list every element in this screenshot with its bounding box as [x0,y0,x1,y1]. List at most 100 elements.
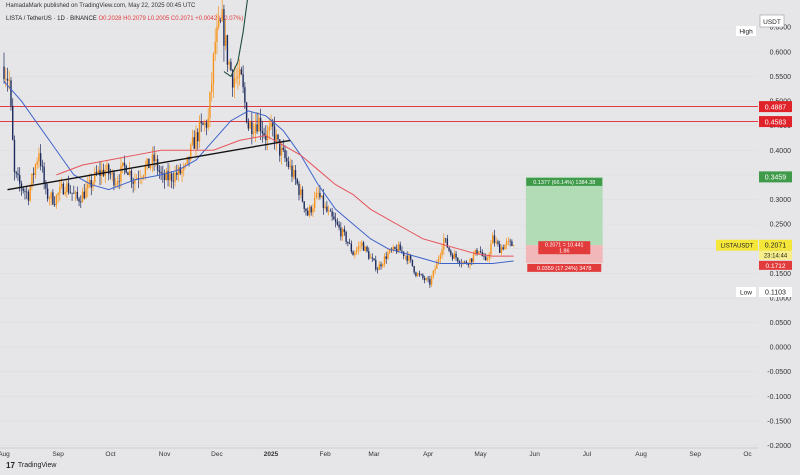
candle-body [450,250,452,255]
candle-body [355,249,358,253]
candle-body [170,173,173,181]
low-tag: Low [740,290,752,297]
y-tick-label: 0.2500 [770,222,792,229]
candle-body [160,171,162,174]
candle-body [155,159,157,162]
candle-body [224,35,227,46]
candle-body [347,241,349,244]
candle-body [231,70,234,88]
candle-body [205,122,208,128]
candle-body [266,130,269,141]
candle-body [397,244,400,253]
candle-body [319,192,321,198]
candle-body [301,189,304,202]
candle-body [312,208,314,213]
candle-body [15,172,17,174]
candle-body [396,248,398,253]
candle-body [204,122,206,125]
candle-body [340,227,342,237]
low-value-tag: 0.1103 [765,290,786,297]
candle-body [217,20,220,27]
candle-body [17,173,19,176]
candle-body [364,246,366,251]
candle-body [354,252,356,256]
candle-body [144,165,147,176]
x-tick-label: Feb [320,451,332,458]
y-axis[interactable]: 0.65000.60000.55000.50000.45000.40000.35… [759,14,792,450]
candle-body [52,192,54,205]
candle-body [240,69,243,75]
candle-body [324,206,326,209]
candle-body [357,246,360,250]
candle-body [385,256,387,259]
candle-body [27,191,30,201]
x-tick-label: Jun [529,451,540,458]
candle-body [46,188,49,199]
candle-body [123,162,126,166]
candle-body [320,195,323,198]
resistance-tag [759,101,792,113]
x-tick-label: Dec [211,451,223,458]
symbol-tag: LISTAUSDT [721,244,754,250]
candle-body [500,247,503,253]
candle-body [74,191,77,194]
candle-body [57,193,59,196]
candle-body [20,183,23,189]
candle-body [493,235,496,243]
x-tick-label: Sep [689,451,701,458]
candle-body [48,198,51,200]
candle-body [69,192,72,194]
candle-body [471,258,473,262]
candle-body [305,208,307,211]
candle-body [436,262,438,269]
candle-body [322,195,325,209]
candle-body [230,61,232,71]
candle-body [149,164,152,169]
grid [0,26,758,446]
candle-body [303,201,305,209]
x-tick-label: Sep [52,451,64,458]
candle-body [200,121,202,124]
symbol-title[interactable]: LISTA / TetherUS · 1D · BINANCE [6,16,97,22]
candle-body [373,258,375,261]
ascending-trendline [7,139,291,191]
x-tick-label: May [474,451,487,458]
candle-body [362,242,365,251]
y-tick-label: -0.2000 [767,443,791,450]
candle-body [41,165,44,167]
candle-body [280,147,283,156]
candle-body [441,249,443,256]
candle-body [221,9,223,21]
candle-body [219,20,222,22]
candle-body [251,122,253,135]
y-tick-label: 0.1500 [770,271,792,278]
candle-body [270,122,272,127]
candle-body [97,170,99,173]
current-price-tag: 0.2071 [765,243,787,250]
candle-body [87,184,89,189]
candle-body [277,134,279,140]
candle-body [394,246,396,249]
candle-body [247,122,250,129]
candle-body [293,170,295,177]
fast-ma-line [3,81,514,264]
candle-body [404,255,407,257]
candle-body [238,69,241,77]
candle-body [275,134,277,142]
candle-body [294,170,297,180]
candle-body [242,74,244,88]
candle-body [273,126,276,142]
x-tick-label: Oc [743,451,752,458]
x-axis[interactable]: Aug Sep Oct Nov Dec 2025 Feb Mar Apr May Jun Jul Aug… [0,447,758,458]
candle-body [507,240,510,242]
candle-body [476,249,478,255]
y-tick-label: 0.3000 [770,197,792,204]
candle-body [34,164,37,175]
candle-body [223,9,225,46]
candle-body [336,221,339,225]
candle-body [498,243,501,253]
candle-body [78,198,80,202]
x-tick-label: Apr [423,451,434,458]
